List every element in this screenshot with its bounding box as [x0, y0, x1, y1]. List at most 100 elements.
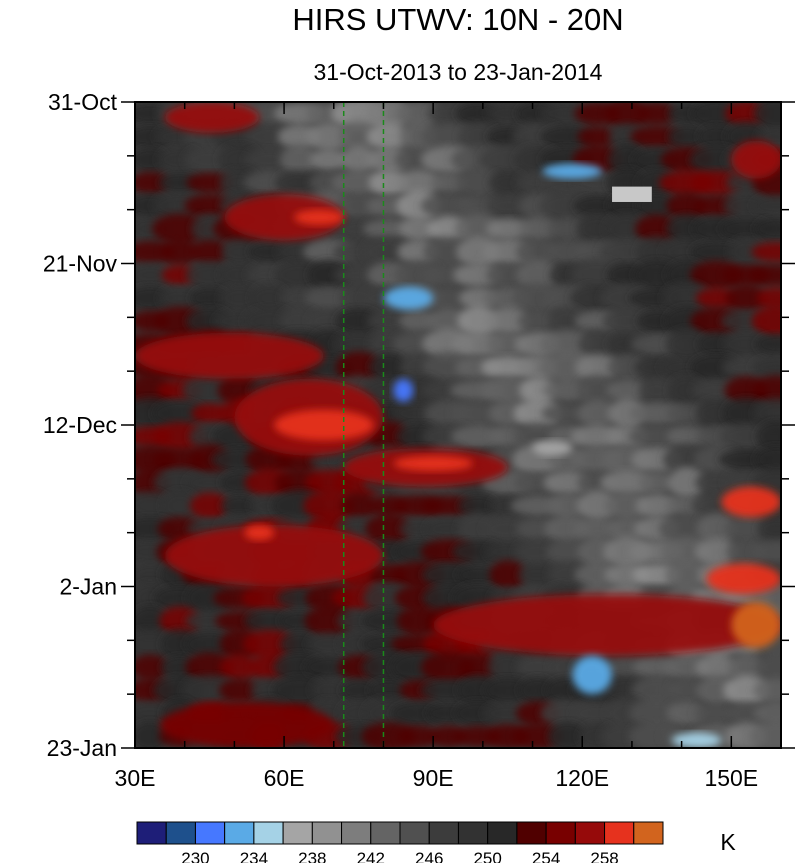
texture-cell — [135, 605, 169, 637]
texture-cell — [608, 143, 646, 176]
texture-cell — [488, 170, 527, 196]
texture-cell — [337, 120, 380, 153]
texture-cell — [518, 676, 557, 704]
texture-cell — [668, 466, 705, 499]
texture-cell — [578, 329, 616, 360]
warm-feature-2 — [294, 209, 344, 226]
texture-cell — [690, 170, 743, 196]
warm-feature-14 — [731, 140, 781, 179]
warm-feature-3 — [135, 332, 324, 379]
texture-cell — [608, 398, 646, 429]
x-tick-label: 90E — [413, 765, 454, 791]
texture-cell — [365, 513, 412, 545]
texture-cell — [310, 677, 348, 704]
x-tick-label: 30E — [115, 765, 156, 791]
texture-cell — [696, 512, 737, 545]
texture-cell — [487, 652, 528, 683]
texture-cell — [161, 490, 199, 522]
texture-cell — [369, 353, 408, 382]
texture-cell — [751, 195, 781, 217]
x-axis: 30E 60E 90E 120E 150E — [115, 102, 782, 791]
y-tick-label: 21-Nov — [43, 251, 118, 277]
texture-cell — [450, 400, 505, 427]
texture-cell — [427, 307, 469, 335]
texture-cell — [189, 492, 230, 520]
colorbar-swatch — [545, 821, 576, 845]
texture-cell — [757, 286, 781, 310]
colorbar-swatch — [604, 821, 635, 845]
texture-cell — [543, 470, 592, 495]
texture-cell — [135, 263, 170, 287]
texture-cell — [340, 679, 377, 702]
texture-cell — [755, 333, 781, 355]
texture-cell — [278, 307, 320, 335]
cold-feature-16 — [542, 163, 603, 179]
colorbar-swatch — [428, 821, 459, 845]
texture-cell — [666, 192, 707, 220]
texture-cell — [160, 239, 199, 265]
texture-cell — [668, 375, 705, 406]
warm-feature-10 — [433, 594, 781, 656]
texture-cell — [606, 379, 648, 402]
texture-cell — [274, 170, 323, 196]
texture-cell — [396, 169, 441, 196]
texture-cell — [399, 310, 438, 333]
texture-cell — [362, 236, 415, 268]
chart-title: HIRS UTWV: 10N - 20N — [292, 2, 623, 37]
texture-cell — [540, 125, 595, 148]
colorbar-swatch — [399, 821, 430, 845]
colorbar-swatch — [574, 821, 606, 845]
texture-cell — [514, 539, 561, 565]
texture-cell — [607, 516, 647, 541]
texture-cell — [304, 286, 353, 311]
warm-feature-13 — [721, 486, 781, 518]
texture-cell — [755, 654, 781, 681]
warm-feature-9 — [244, 524, 275, 541]
texture-cell — [189, 287, 230, 309]
texture-cell — [181, 675, 238, 706]
texture-cell — [637, 102, 677, 125]
texture-cell — [303, 490, 355, 522]
texture-cell — [272, 676, 326, 705]
texture-cell — [724, 516, 769, 541]
texture-cell — [516, 238, 559, 266]
texture-cell — [430, 725, 467, 748]
texture-cell — [727, 653, 765, 682]
texture-cell — [190, 239, 229, 265]
texture-cell — [368, 169, 409, 196]
texture-cell — [307, 259, 350, 291]
texture-cell — [668, 124, 706, 149]
x-tick-label: 60E — [264, 765, 305, 791]
texture-cell — [340, 146, 377, 174]
texture-cell — [516, 654, 559, 681]
texture-cell — [573, 195, 621, 217]
texture-cell — [665, 328, 708, 360]
texture-cell — [185, 471, 234, 494]
chart-subtitle: 31-Oct-2013 to 23-Jan-2014 — [314, 59, 603, 85]
texture-cell — [572, 517, 622, 541]
texture-cell — [450, 425, 505, 448]
texture-cell — [757, 516, 781, 541]
plot-area — [135, 102, 781, 748]
texture-cell — [160, 628, 199, 660]
texture-cell — [722, 330, 771, 358]
cold-feature-19 — [532, 440, 573, 456]
colorbar-label: 234 — [240, 849, 268, 863]
texture-cell — [366, 123, 411, 151]
texture-cell — [753, 677, 781, 704]
warm-feature-0 — [164, 102, 260, 133]
texture-cell — [697, 124, 736, 149]
y-tick-label: 31-Oct — [48, 89, 118, 115]
texture-cell — [635, 493, 679, 518]
texture-cell — [280, 144, 318, 175]
texture-cell — [486, 194, 530, 218]
texture-cell — [250, 283, 289, 313]
colorbar-label: 258 — [590, 849, 618, 863]
texture-cell — [135, 563, 170, 587]
texture-cell — [602, 308, 652, 334]
texture-cell — [666, 403, 707, 424]
texture-cell — [695, 287, 738, 309]
warm-feature-5 — [274, 409, 374, 441]
missing-data-patch — [612, 186, 652, 202]
texture-cell — [217, 144, 261, 176]
